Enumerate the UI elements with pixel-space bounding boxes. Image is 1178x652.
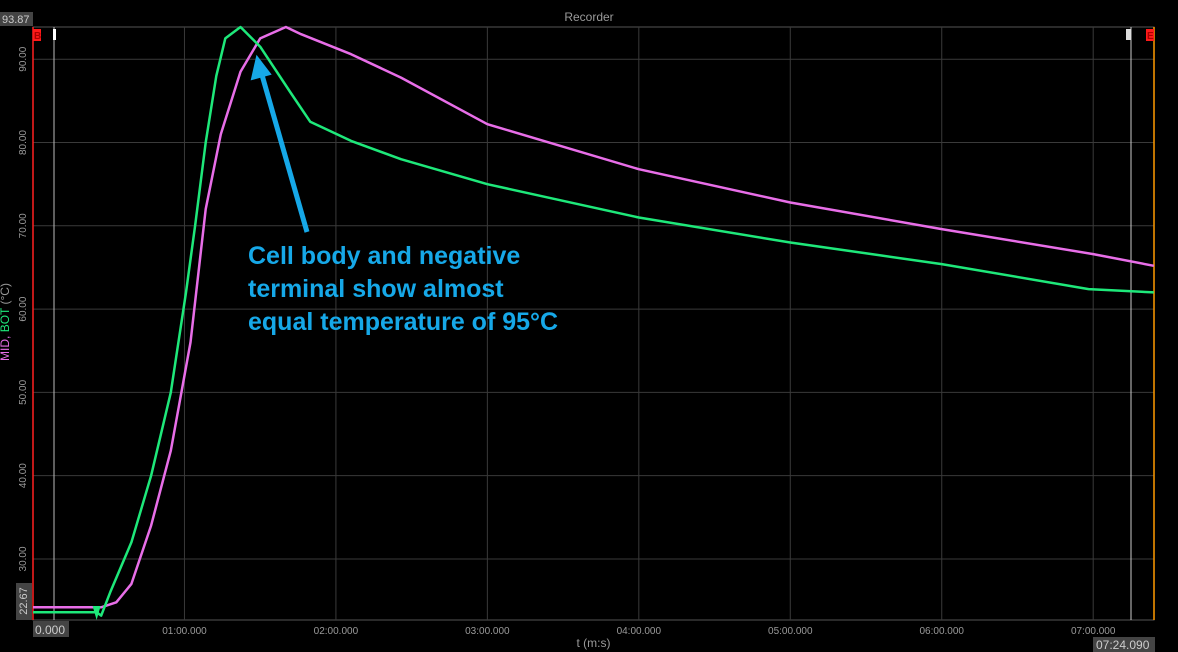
series-line-mid bbox=[33, 25, 1155, 609]
x-min-box bbox=[33, 621, 69, 637]
x-tick-label: 05:00.000 bbox=[768, 626, 813, 637]
y-tick-label: 50.00 bbox=[18, 379, 29, 404]
begin-cursor-handle bbox=[33, 29, 41, 41]
y-axis-title-part: MID bbox=[0, 339, 12, 361]
plot-frame bbox=[32, 26, 1155, 621]
x-tick-label: 03:00.000 bbox=[465, 626, 510, 637]
x-tick-label: 01:00.000 bbox=[162, 626, 207, 637]
annotation-arrow-head bbox=[250, 54, 272, 81]
end-cursor-label: E bbox=[1147, 31, 1154, 42]
x-max-box bbox=[1093, 637, 1155, 652]
y-min-box bbox=[16, 583, 32, 620]
trigger-marker bbox=[92, 606, 101, 620]
y-min-label: 22.67 bbox=[18, 587, 30, 615]
y-max-box bbox=[0, 12, 33, 26]
y-axis-title: MID, BOT (°C) bbox=[0, 283, 12, 361]
y-axis-title-part: (°C) bbox=[0, 283, 12, 308]
y-tick-label: 70.00 bbox=[18, 213, 29, 238]
x-tick-label: 06:00.000 bbox=[919, 626, 964, 637]
end-cursor-handle bbox=[1146, 29, 1154, 41]
y-tick-label: 80.00 bbox=[18, 130, 29, 155]
y-axis-title-part: BOT bbox=[0, 307, 12, 332]
left-marker-handle bbox=[53, 29, 56, 40]
series-line-bot bbox=[33, 25, 1154, 617]
y-max-label: 93.87 bbox=[2, 14, 30, 26]
x-max-label: 07:24.090 bbox=[1096, 638, 1150, 652]
y-tick-label: 30.00 bbox=[18, 546, 29, 571]
window-title: Recorder bbox=[564, 10, 614, 24]
x-tick-label: 02:00.000 bbox=[314, 626, 359, 637]
y-tick-label: 40.00 bbox=[18, 463, 29, 488]
y-tick-label: 90.00 bbox=[18, 46, 29, 71]
y-axis-title-part: , bbox=[0, 332, 12, 339]
x-tick-label: 07:00.000 bbox=[1071, 626, 1116, 637]
right-marker-handle bbox=[1126, 29, 1131, 40]
begin-cursor-label: B bbox=[34, 31, 41, 42]
annotation-text: Cell body and negative terminal show alm… bbox=[248, 242, 559, 336]
x-axis-title: t (m:s) bbox=[577, 636, 611, 650]
x-min-label: 0.000 bbox=[35, 623, 65, 637]
annotation-arrow-shaft bbox=[259, 74, 310, 233]
x-tick-label: 04:00.000 bbox=[617, 626, 662, 637]
y-tick-label: 60.00 bbox=[18, 296, 29, 321]
